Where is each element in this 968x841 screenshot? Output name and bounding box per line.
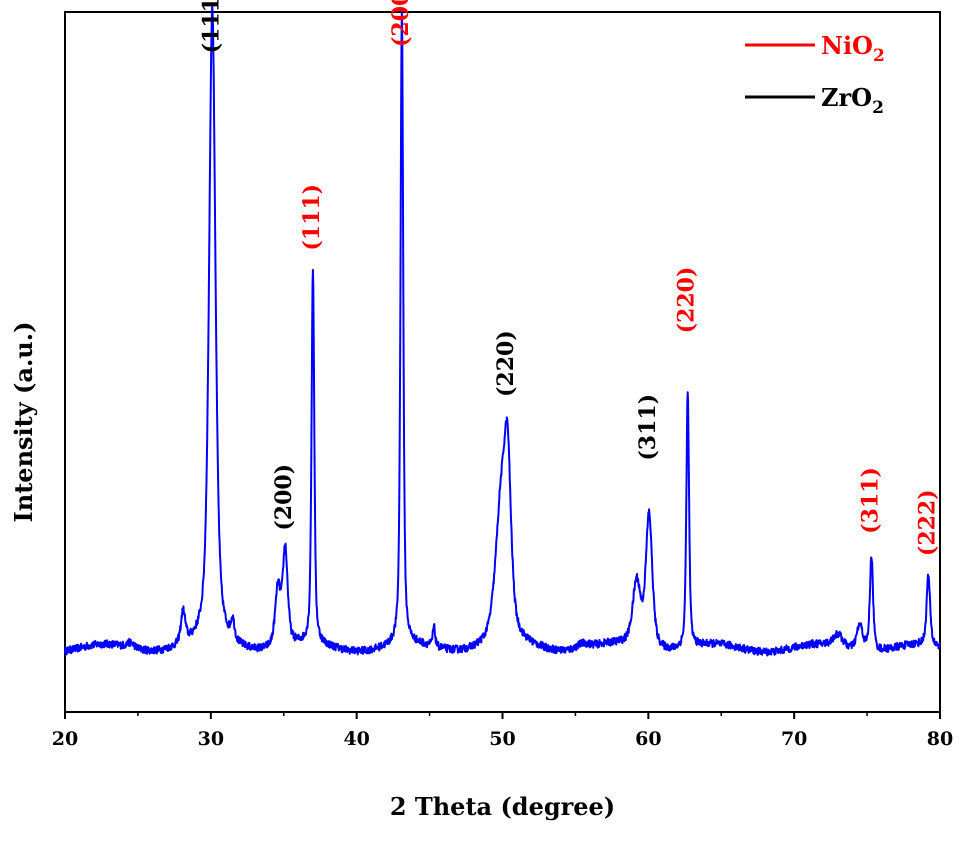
peak-label: (200) — [388, 0, 414, 47]
x-tick-label: 40 — [343, 728, 369, 750]
peak-label: (220) — [493, 330, 519, 397]
peak-label: (111) — [198, 0, 224, 53]
xrd-pattern-line — [64, 4, 941, 657]
y-axis-title: Intensity (a.u.) — [9, 322, 38, 523]
legend-label-subscript: 2 — [872, 98, 884, 118]
x-ticks: 20 30 40 50 60 70 80 — [52, 712, 953, 750]
x-tick-label: 20 — [52, 728, 78, 750]
x-axis-title: 2 Theta (degree) — [390, 792, 615, 821]
legend-label-subscript: 2 — [873, 46, 885, 66]
peak-label: (311) — [635, 394, 661, 461]
x-tick-label: 30 — [198, 728, 224, 750]
x-tick-label: 60 — [635, 728, 661, 750]
legend-label: NiO2 — [821, 31, 885, 66]
x-tick-label: 70 — [781, 728, 807, 750]
x-tick-label: 80 — [927, 728, 953, 750]
legend-label-main: NiO — [821, 31, 873, 60]
legend-label: ZrO2 — [821, 83, 884, 118]
peak-label: (220) — [674, 267, 700, 334]
series-layer — [64, 4, 941, 657]
peak-labels: (111) (200) (111) (200) (220) (311) (220) (311)… — [198, 0, 940, 556]
legend-label-main: ZrO — [821, 83, 872, 112]
peak-label: (111) — [299, 184, 325, 251]
peak-label: (311) — [857, 467, 883, 534]
peak-label: (222) — [914, 489, 940, 556]
peak-label: (200) — [271, 464, 297, 531]
x-tick-label: 50 — [489, 728, 515, 750]
